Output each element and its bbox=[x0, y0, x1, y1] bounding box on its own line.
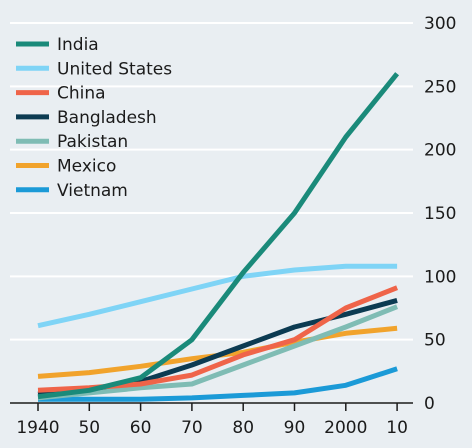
x-tick-label: 50 bbox=[78, 418, 100, 438]
y-tick-label: 100 bbox=[424, 267, 456, 287]
legend-label: Bangladesh bbox=[57, 108, 157, 128]
y-tick-label: 300 bbox=[424, 14, 456, 34]
x-tick-label: 70 bbox=[181, 418, 203, 438]
y-tick-label: 0 bbox=[424, 394, 435, 414]
y-tick-label: 250 bbox=[424, 77, 456, 97]
series-line-vietnam bbox=[38, 366, 398, 402]
legend: India United States China Bangladesh Pakista… bbox=[16, 35, 172, 201]
legend-label: United States bbox=[57, 59, 172, 79]
series-lines bbox=[37, 72, 400, 402]
series-line-mexico bbox=[37, 325, 398, 379]
x-tick-label: 1940 bbox=[16, 418, 59, 438]
x-tick-label: 2000 bbox=[324, 418, 367, 438]
x-tick-label: 10 bbox=[386, 418, 408, 438]
y-tick-label: 150 bbox=[424, 204, 456, 224]
axes: 0 50 100 150 200 250 300 1940 50 60 70 80 90 2000 10 bbox=[10, 14, 456, 438]
series-line-united-states bbox=[37, 263, 398, 329]
series-line-pakistan bbox=[37, 304, 399, 401]
legend-label: India bbox=[57, 35, 99, 55]
gridlines bbox=[10, 22, 413, 341]
y-tick-label: 50 bbox=[424, 331, 446, 351]
x-tick-label: 80 bbox=[232, 418, 254, 438]
legend-label: Vietnam bbox=[57, 181, 128, 201]
x-tick-label: 90 bbox=[284, 418, 306, 438]
legend-label: Pakistan bbox=[57, 132, 128, 152]
legend-label: Mexico bbox=[57, 157, 116, 177]
legend-label: China bbox=[57, 84, 106, 104]
x-tick-label: 60 bbox=[130, 418, 152, 438]
y-tick-label: 200 bbox=[424, 141, 456, 161]
series-line-india bbox=[37, 72, 400, 400]
